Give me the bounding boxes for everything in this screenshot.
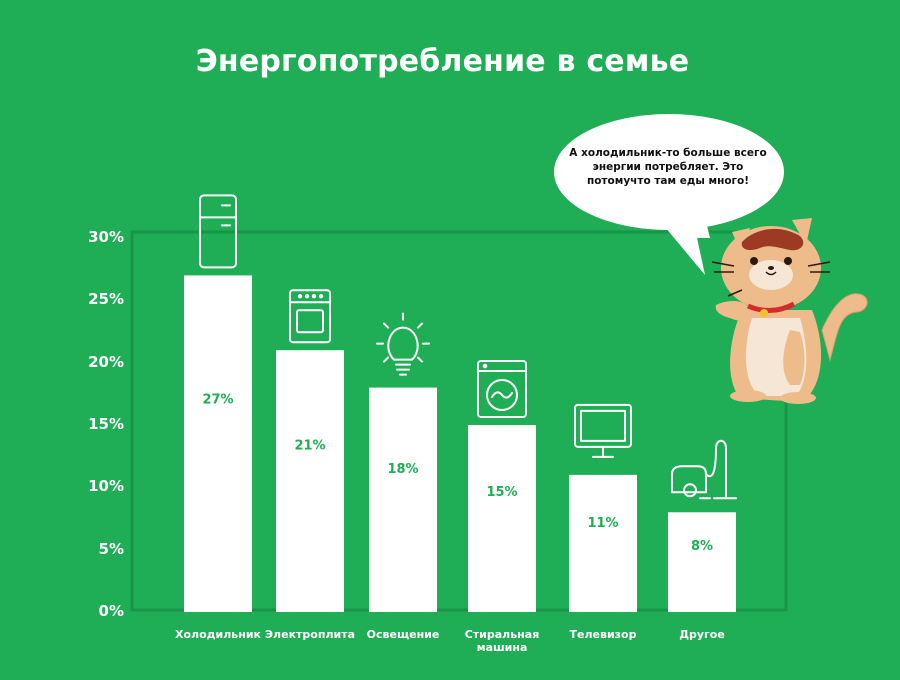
bar xyxy=(468,425,536,612)
bar-value-label: 27% xyxy=(202,392,233,407)
y-tick-label: 20% xyxy=(88,352,124,371)
vacuum-icon xyxy=(671,439,737,500)
y-tick-label: 10% xyxy=(88,477,124,496)
category-label: Холодильник xyxy=(174,628,262,641)
fridge-icon xyxy=(199,194,237,269)
y-tick-label: 30% xyxy=(88,228,124,246)
category-label: Освещение xyxy=(366,628,440,641)
y-tick-label: 0% xyxy=(98,602,124,620)
bar-value-label: 15% xyxy=(486,485,517,500)
category-label: Другое xyxy=(679,628,725,641)
stove-icon xyxy=(289,289,331,344)
bar-value-label: 8% xyxy=(691,539,713,554)
bar-value-label: 11% xyxy=(587,516,618,531)
bar-value-label: 18% xyxy=(387,462,418,477)
lightbulb-icon xyxy=(376,312,430,376)
tv-icon xyxy=(574,403,632,458)
y-tick-label: 25% xyxy=(88,290,124,309)
y-tick-label: 15% xyxy=(88,415,124,433)
bar xyxy=(184,275,252,612)
page-title: Энергопотребление в семье xyxy=(195,44,690,79)
speech-bubble-text: А холодильник-то больше всего энергии по… xyxy=(569,147,767,187)
category-label: Телевизор xyxy=(569,628,637,641)
bar xyxy=(369,387,437,612)
category-label: Электроплита xyxy=(264,628,356,641)
bar xyxy=(276,350,344,612)
bar-value-label: 21% xyxy=(294,439,325,454)
y-tick-label: 5% xyxy=(98,539,124,558)
washing-machine-icon xyxy=(477,360,527,418)
category-label: Стиральная машина xyxy=(464,628,540,654)
bar xyxy=(668,512,736,612)
bar xyxy=(569,474,637,612)
plot-frame xyxy=(130,230,788,612)
